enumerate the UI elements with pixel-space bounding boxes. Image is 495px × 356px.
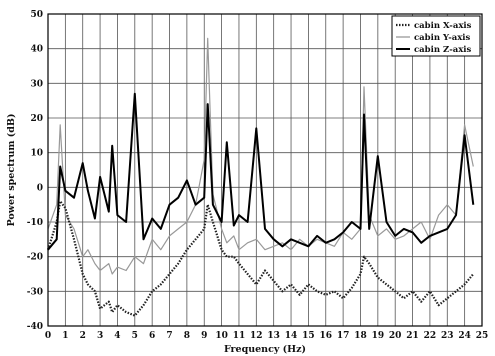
x-tick-label: 10 bbox=[215, 331, 228, 341]
x-tick-labels: 0 1 2 3 4 5 6 7 8 9 10 11 12 13 14 15 16 17 18 19 20 21 22 23 24… bbox=[45, 331, 488, 341]
x-tick-label: 13 bbox=[267, 331, 280, 341]
y-tick-label: 50 bbox=[30, 10, 43, 20]
x-tick-label: 8 bbox=[184, 331, 190, 341]
y-tick-label: 30 bbox=[30, 79, 43, 89]
series-line-cabin-z-axis bbox=[47, 92, 475, 251]
grid-lines bbox=[47, 13, 483, 327]
x-tick-label: 22 bbox=[424, 331, 437, 341]
series-line-cabin-y-axis bbox=[47, 37, 474, 275]
x-tick-label: 11 bbox=[233, 331, 246, 341]
y-tick-label: -10 bbox=[27, 218, 43, 228]
x-axis-label: Frequency (Hz) bbox=[224, 344, 306, 355]
x-tick-label: 21 bbox=[406, 331, 419, 341]
x-tick-label: 15 bbox=[302, 331, 315, 341]
legend-entry: cabin Z-axis bbox=[414, 45, 472, 55]
x-tick-label: 14 bbox=[285, 331, 298, 341]
legend: cabin X-axis cabin Y-axis cabin Z-axis bbox=[391, 15, 481, 57]
x-tick-label: 5 bbox=[132, 331, 138, 341]
x-tick-label: 24 bbox=[458, 331, 471, 341]
legend-entry: cabin X-axis bbox=[414, 21, 472, 31]
series-lines bbox=[46, 37, 475, 317]
x-tick-label: 16 bbox=[319, 331, 332, 341]
y-tick-label: 20 bbox=[30, 114, 43, 124]
x-tick-label: 4 bbox=[114, 331, 120, 341]
y-axis-label: Power spectrum (dB) bbox=[6, 114, 17, 227]
x-tick-label: 18 bbox=[354, 331, 367, 341]
x-tick-label: 17 bbox=[337, 331, 350, 341]
x-tick-label: 23 bbox=[441, 331, 454, 341]
series-line-cabin-x-axis bbox=[46, 200, 475, 317]
y-tick-label: -30 bbox=[27, 287, 43, 297]
y-tick-label: 40 bbox=[30, 45, 43, 55]
x-tick-label: 3 bbox=[97, 331, 103, 341]
x-tick-label: 7 bbox=[166, 331, 172, 341]
y-tick-label: 0 bbox=[37, 183, 43, 193]
x-tick-label: 20 bbox=[389, 331, 402, 341]
x-tick-label: 2 bbox=[80, 331, 86, 341]
x-tick-label: 19 bbox=[372, 331, 385, 341]
y-tick-label: -20 bbox=[27, 253, 43, 263]
legend-entry: cabin Y-axis bbox=[414, 33, 471, 43]
x-tick-label: 1 bbox=[62, 331, 68, 341]
x-tick-label: 9 bbox=[201, 331, 207, 341]
y-tick-label: 10 bbox=[30, 149, 43, 159]
y-tick-labels: -40 -30 -20 -10 0 10 20 30 40 50 bbox=[27, 10, 43, 332]
x-tick-label: 25 bbox=[476, 331, 489, 341]
plot-area-frame bbox=[47, 13, 483, 327]
x-tick-label: 6 bbox=[149, 331, 155, 341]
y-tick-label: -40 bbox=[27, 322, 43, 332]
x-tick-label: 12 bbox=[250, 331, 263, 341]
x-tick-label: 0 bbox=[45, 331, 51, 341]
